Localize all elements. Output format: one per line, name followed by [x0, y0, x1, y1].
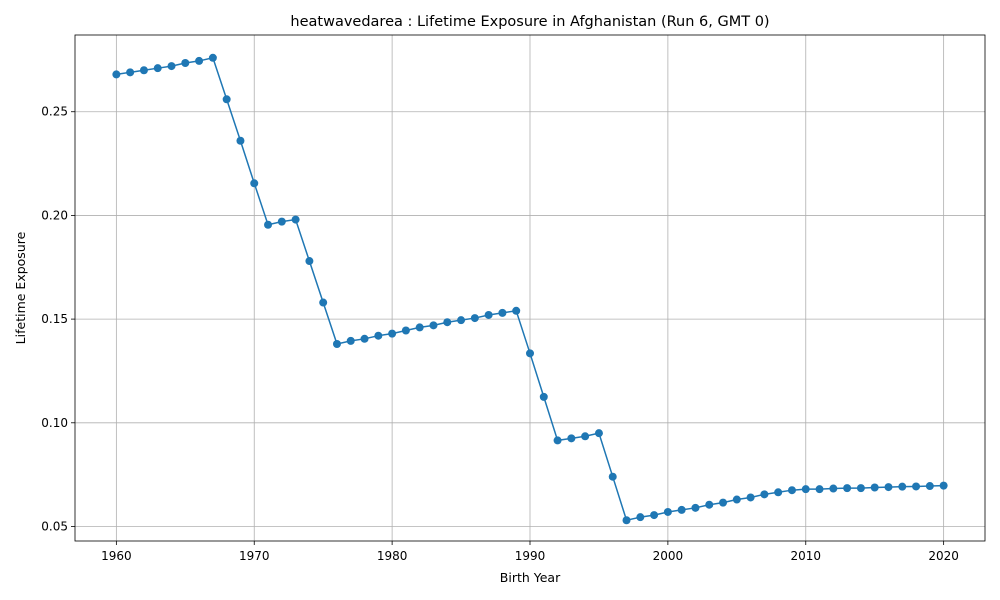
data-point [774, 488, 783, 497]
y-axis-label: Lifetime Exposure [13, 231, 28, 344]
data-point [663, 507, 672, 516]
data-point [112, 70, 121, 79]
data-point [608, 472, 617, 481]
data-point [622, 516, 631, 525]
data-point [277, 217, 286, 226]
x-tick-label: 1980 [377, 549, 408, 563]
data-point [787, 486, 796, 495]
data-point [719, 498, 728, 507]
data-point [939, 481, 948, 490]
x-tick-label: 1970 [239, 549, 270, 563]
data-point [429, 321, 438, 330]
data-point [195, 56, 204, 65]
y-tick-label: 0.05 [41, 519, 68, 533]
data-point [498, 308, 507, 317]
data-point [153, 64, 162, 73]
data-point [581, 432, 590, 441]
data-point [401, 326, 410, 335]
data-point [843, 484, 852, 493]
x-axis-label: Birth Year [500, 570, 561, 585]
x-tick-label: 2020 [928, 549, 959, 563]
data-point [677, 505, 686, 514]
data-point [815, 485, 824, 494]
data-point [884, 483, 893, 492]
x-tick-label: 2000 [653, 549, 684, 563]
data-point [222, 95, 231, 104]
data-point [636, 513, 645, 522]
data-point [208, 53, 217, 62]
data-point [898, 482, 907, 491]
data-point [250, 179, 259, 188]
data-point [870, 483, 879, 492]
data-point [594, 429, 603, 438]
data-point [388, 329, 397, 338]
data-point [553, 436, 562, 445]
data-point [415, 323, 424, 332]
data-point [374, 331, 383, 340]
data-point [705, 500, 714, 509]
data-point [484, 310, 493, 319]
data-point [801, 485, 810, 494]
data-point [691, 503, 700, 512]
data-point [443, 318, 452, 327]
x-tick-label: 1990 [515, 549, 546, 563]
series [112, 53, 948, 525]
data-point [650, 511, 659, 520]
data-point [746, 493, 755, 502]
data-point [181, 58, 190, 67]
x-tick-label: 1960 [101, 549, 132, 563]
data-point [319, 298, 328, 307]
y-tick-label: 0.15 [41, 312, 68, 326]
x-tick-label: 2010 [790, 549, 821, 563]
ticks: 1960 1970 1980 1990 2000 2010 2020 0.05 0.10 0.15… [41, 105, 959, 563]
data-point [305, 257, 314, 266]
y-tick-label: 0.25 [41, 105, 68, 119]
data-point [291, 215, 300, 224]
data-point [912, 482, 921, 491]
data-point [567, 434, 576, 443]
data-point [167, 62, 176, 71]
data-point [457, 316, 466, 325]
data-point [829, 484, 838, 493]
data-point [139, 66, 148, 75]
data-point [925, 482, 934, 491]
data-point [126, 68, 135, 77]
data-point [360, 334, 369, 343]
data-point [732, 495, 741, 504]
data-point [332, 339, 341, 348]
chart-title: heatwavedarea : Lifetime Exposure in Afg… [290, 14, 769, 30]
data-point [346, 336, 355, 345]
y-tick-label: 0.10 [41, 416, 68, 430]
data-point [539, 392, 548, 401]
data-point [856, 484, 865, 493]
y-tick-label: 0.20 [41, 208, 68, 222]
data-point [470, 314, 479, 323]
data-point [236, 136, 245, 145]
data-point [512, 306, 521, 315]
data-point [526, 349, 534, 358]
grid [75, 35, 985, 541]
data-point [760, 490, 769, 499]
data-point [264, 220, 273, 229]
